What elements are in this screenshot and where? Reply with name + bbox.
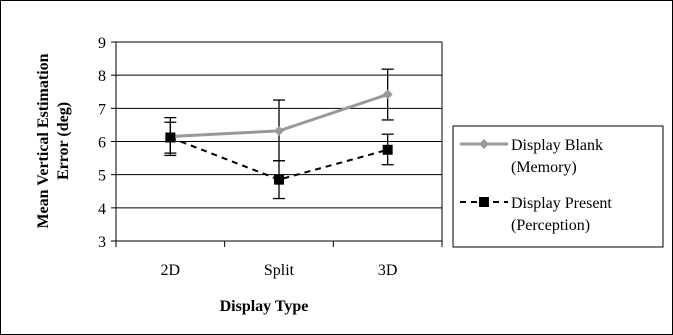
y-tick-label: 9 (98, 35, 106, 52)
x-tick-label: 2D (161, 262, 181, 279)
legend-label-line: (Perception) (511, 217, 590, 234)
legend-box (452, 125, 664, 248)
legend-label-line: (Memory) (511, 159, 577, 176)
y-tick-label: 8 (98, 68, 106, 85)
legend-entry-1: Display Present (Perception) (460, 195, 612, 234)
x-axis-title: Display Type (220, 298, 309, 315)
legend-label-line: Display Present (511, 195, 612, 212)
data-point-square (165, 132, 176, 143)
y-axis-title: Mean Vertical Estimation Error (deg) (35, 53, 72, 228)
y-axis-title-line: Error (deg) (55, 102, 72, 180)
legend-entry-0: Display Blank (Memory) (460, 137, 603, 176)
series-line (169, 136, 388, 181)
data-point-diamond (274, 125, 284, 136)
y-tick-label: 6 (98, 135, 106, 152)
legend: Display Blank (Memory) Display Present (Per… (452, 125, 664, 248)
y-tick-label: 5 (98, 168, 106, 185)
y-tick-label: 7 (98, 101, 106, 118)
y-axis-ticks: 3 4 5 6 7 8 9 (98, 35, 116, 251)
series-1 (164, 121, 394, 200)
series-group (164, 68, 394, 200)
data-point-diamond (479, 139, 489, 149)
data-point-square (382, 144, 393, 155)
y-axis-title-line: Mean Vertical Estimation (35, 53, 52, 228)
x-axis-ticks: 2D Split 3D (115, 241, 443, 279)
data-point-diamond (382, 89, 393, 100)
y-tick-label: 3 (98, 234, 106, 251)
data-point-square (479, 197, 489, 207)
y-tick-label: 4 (98, 201, 106, 218)
data-point-square (274, 174, 284, 185)
x-tick-label: 3D (378, 262, 398, 279)
legend-label-line: Display Blank (511, 137, 603, 154)
x-tick-label: Split (264, 262, 295, 279)
